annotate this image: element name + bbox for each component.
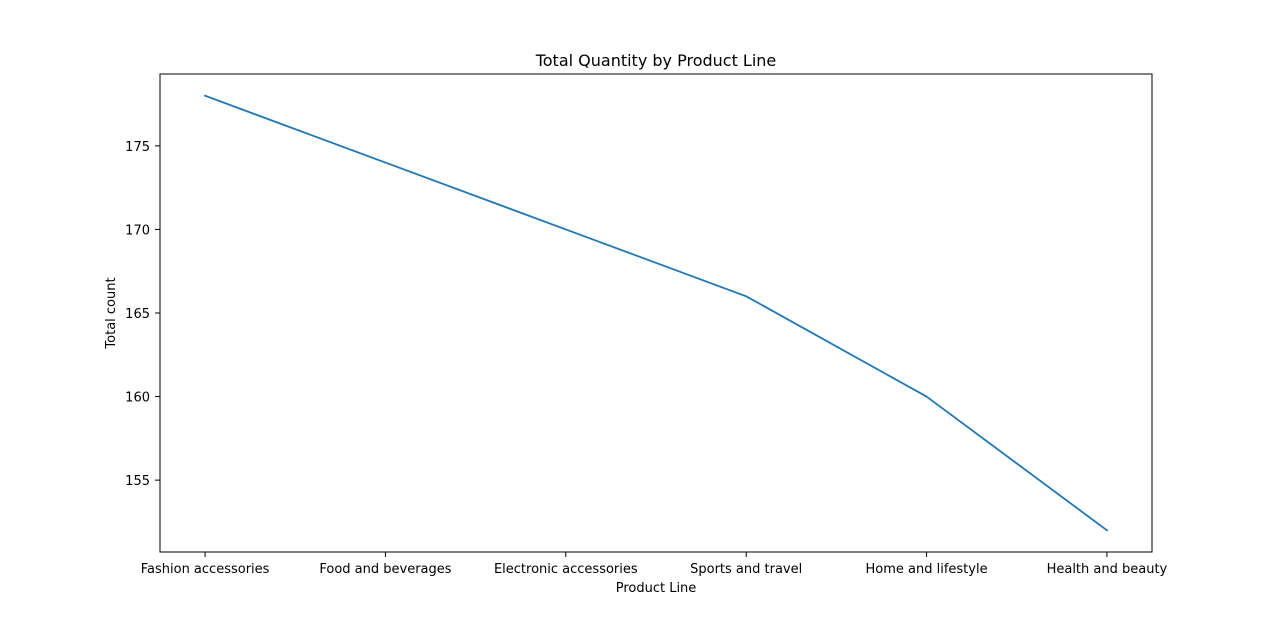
series-line (203, 94, 1109, 532)
x-tick-label: Home and lifestyle (865, 562, 987, 577)
y-axis-label: Total count (104, 277, 119, 349)
plot-frame (159, 73, 1153, 553)
data-point (384, 161, 387, 164)
x-tick-label: Food and beverages (319, 562, 451, 577)
x-axis-ticks: Fashion accessories Food and beverages Ele… (141, 552, 1168, 577)
x-tick-label: Sports and travel (690, 562, 802, 577)
data-point (925, 395, 928, 398)
y-tick-label: 160 (125, 391, 150, 406)
data-point (1106, 529, 1108, 532)
plot-background (160, 74, 1152, 552)
y-tick-label: 155 (125, 474, 150, 489)
y-tick-label: 175 (125, 140, 150, 155)
data-point (564, 228, 567, 231)
series-layer (203, 94, 1109, 532)
data-point (745, 295, 748, 298)
chart-title: Total Quantity by Product Line (535, 51, 777, 70)
x-tick-label: Electronic accessories (494, 562, 638, 577)
x-tick-label: Fashion accessories (141, 562, 270, 577)
data-point (204, 94, 206, 97)
y-tick-label: 165 (125, 307, 150, 322)
y-tick-label: 170 (125, 223, 150, 238)
y-axis-ticks: 155 160 165 170 175 (125, 140, 160, 489)
x-tick-label: Health and beauty (1047, 562, 1168, 577)
x-axis-label: Product Line (616, 581, 697, 596)
